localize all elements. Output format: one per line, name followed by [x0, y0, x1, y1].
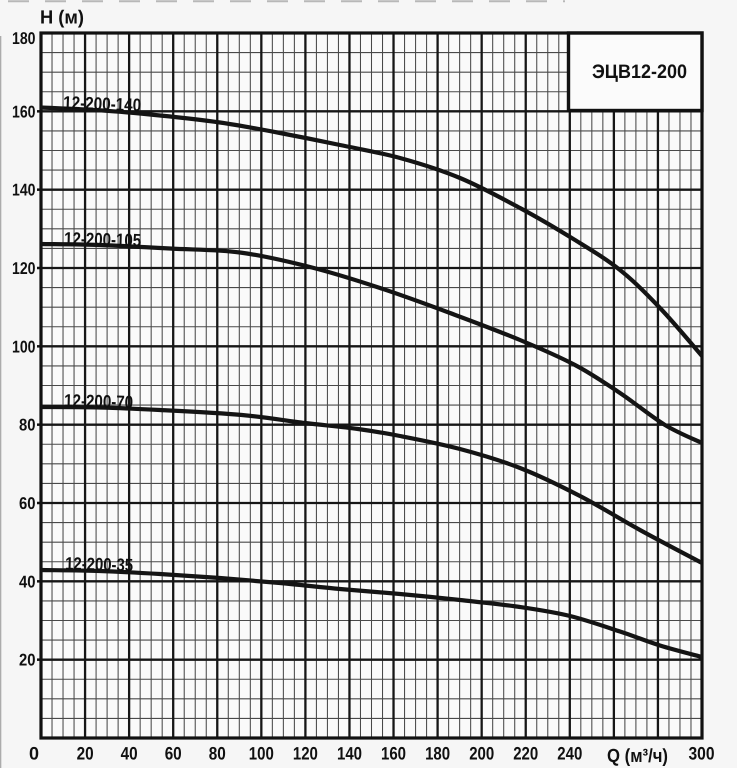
svg-text:80: 80 [19, 416, 36, 435]
svg-text:140: 140 [12, 181, 36, 200]
svg-text:160: 160 [12, 102, 36, 121]
svg-text:12-200-105: 12-200-105 [64, 229, 141, 251]
svg-text:Q (м³/ч): Q (м³/ч) [607, 746, 668, 767]
svg-text:80: 80 [209, 744, 226, 764]
svg-text:60: 60 [165, 744, 182, 764]
svg-text:12-200-140: 12-200-140 [63, 93, 142, 116]
svg-text:H (м): H (м) [40, 8, 84, 29]
svg-text:12-200-35: 12-200-35 [65, 554, 134, 576]
svg-text:240: 240 [557, 744, 582, 764]
svg-text:ЭЦВ12-200: ЭЦВ12-200 [592, 61, 687, 83]
svg-text:120: 120 [293, 744, 318, 764]
svg-text:40: 40 [121, 744, 138, 764]
svg-text:300: 300 [689, 744, 715, 764]
svg-text:20: 20 [19, 651, 36, 670]
svg-text:100: 100 [12, 337, 36, 356]
svg-text:0: 0 [29, 744, 39, 764]
svg-text:12-200-70: 12-200-70 [64, 391, 133, 413]
svg-text:40: 40 [19, 572, 36, 591]
svg-text:100: 100 [249, 744, 274, 764]
svg-text:200: 200 [469, 744, 494, 764]
svg-text:180: 180 [425, 744, 450, 764]
svg-text:180: 180 [12, 29, 36, 48]
svg-text:120: 120 [12, 259, 36, 278]
svg-text:20: 20 [77, 744, 94, 764]
svg-text:160: 160 [381, 744, 406, 764]
svg-text:60: 60 [19, 494, 36, 513]
svg-text:220: 220 [513, 744, 538, 764]
svg-text:140: 140 [337, 744, 362, 764]
